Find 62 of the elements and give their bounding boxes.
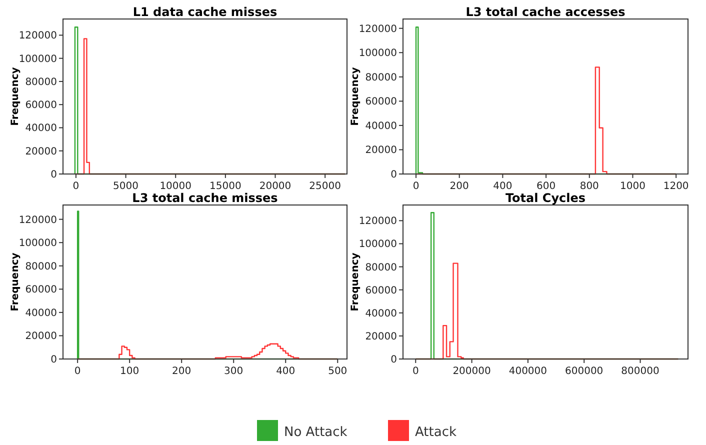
x-tick-label: 300 <box>224 366 244 377</box>
y-tick-label: 120000 <box>358 24 397 35</box>
y-tick-label: 80000 <box>365 72 397 84</box>
y-axis-title: Frequency <box>350 66 361 126</box>
y-tick-label: 0 <box>390 170 397 180</box>
y-axis-title: Frequency <box>10 66 21 126</box>
x-tick-label: 10000 <box>160 181 192 192</box>
x-tick-label: 100 <box>120 366 140 377</box>
y-axis-title: Frequency <box>10 252 21 312</box>
y-tick-label: 20000 <box>25 146 57 158</box>
x-tick-label: 600 <box>536 181 556 192</box>
y-tick-label: 100000 <box>18 238 57 250</box>
y-tick-label: 100000 <box>18 54 57 65</box>
chart-title: L1 data cache misses <box>132 5 278 19</box>
y-tick-label: 80000 <box>25 261 57 272</box>
y-tick-label: 60000 <box>365 285 397 296</box>
y-tick-label: 120000 <box>358 216 397 228</box>
x-tick-label: 200 <box>450 181 469 192</box>
x-tick-label: 200 <box>172 366 192 377</box>
y-tick-label: 60000 <box>365 96 397 108</box>
y-tick-label: 60000 <box>25 100 57 112</box>
x-tick-label: 400 <box>276 366 296 377</box>
y-tick-label: 60000 <box>25 284 57 296</box>
x-tick-label: 20000 <box>259 181 292 192</box>
y-axis-title: Frequency <box>350 252 361 312</box>
x-tick-label: 5000 <box>113 181 139 192</box>
y-tick-label: 20000 <box>25 331 57 342</box>
x-tick-label: 25000 <box>309 181 341 192</box>
x-tick-label: 600000 <box>565 366 604 377</box>
x-tick-label: 800000 <box>621 366 660 377</box>
x-tick-label: 1000 <box>620 181 646 192</box>
y-tick-label: 80000 <box>25 76 57 88</box>
x-tick-label: 500 <box>328 366 348 377</box>
y-tick-label: 100000 <box>358 239 397 250</box>
y-tick-label: 120000 <box>18 214 57 226</box>
chart-title: Total Cycles <box>505 191 586 205</box>
y-tick-label: 0 <box>50 354 57 366</box>
y-tick-label: 100000 <box>358 48 397 60</box>
x-tick-label: 400000 <box>508 366 548 377</box>
y-tick-label: 20000 <box>365 331 397 342</box>
x-tick-label: 0 <box>74 366 81 377</box>
y-tick-label: 40000 <box>365 308 397 320</box>
y-tick-label: 20000 <box>365 145 397 156</box>
x-tick-label: 0 <box>412 181 420 192</box>
x-tick-label: 0 <box>412 366 419 377</box>
chart-title: L3 total cache accesses <box>466 5 626 19</box>
x-tick-label: 800 <box>580 181 599 192</box>
y-tick-label: 80000 <box>365 262 397 274</box>
y-tick-label: 0 <box>390 354 397 366</box>
x-tick-label: 200000 <box>452 366 491 377</box>
legend-label: No Attack <box>284 425 348 440</box>
y-tick-label: 40000 <box>365 120 397 132</box>
chart-title: L3 total cache misses <box>132 191 278 205</box>
x-tick-label: 400 <box>493 181 512 192</box>
y-tick-label: 0 <box>50 170 57 180</box>
y-tick-label: 40000 <box>25 308 57 319</box>
y-tick-label: 40000 <box>25 123 57 134</box>
y-tick-label: 120000 <box>18 30 57 42</box>
legend-label: Attack <box>415 425 457 440</box>
x-tick-label: 1200 <box>663 181 689 192</box>
x-tick-label: 0 <box>72 181 80 192</box>
x-tick-label: 15000 <box>210 181 242 192</box>
